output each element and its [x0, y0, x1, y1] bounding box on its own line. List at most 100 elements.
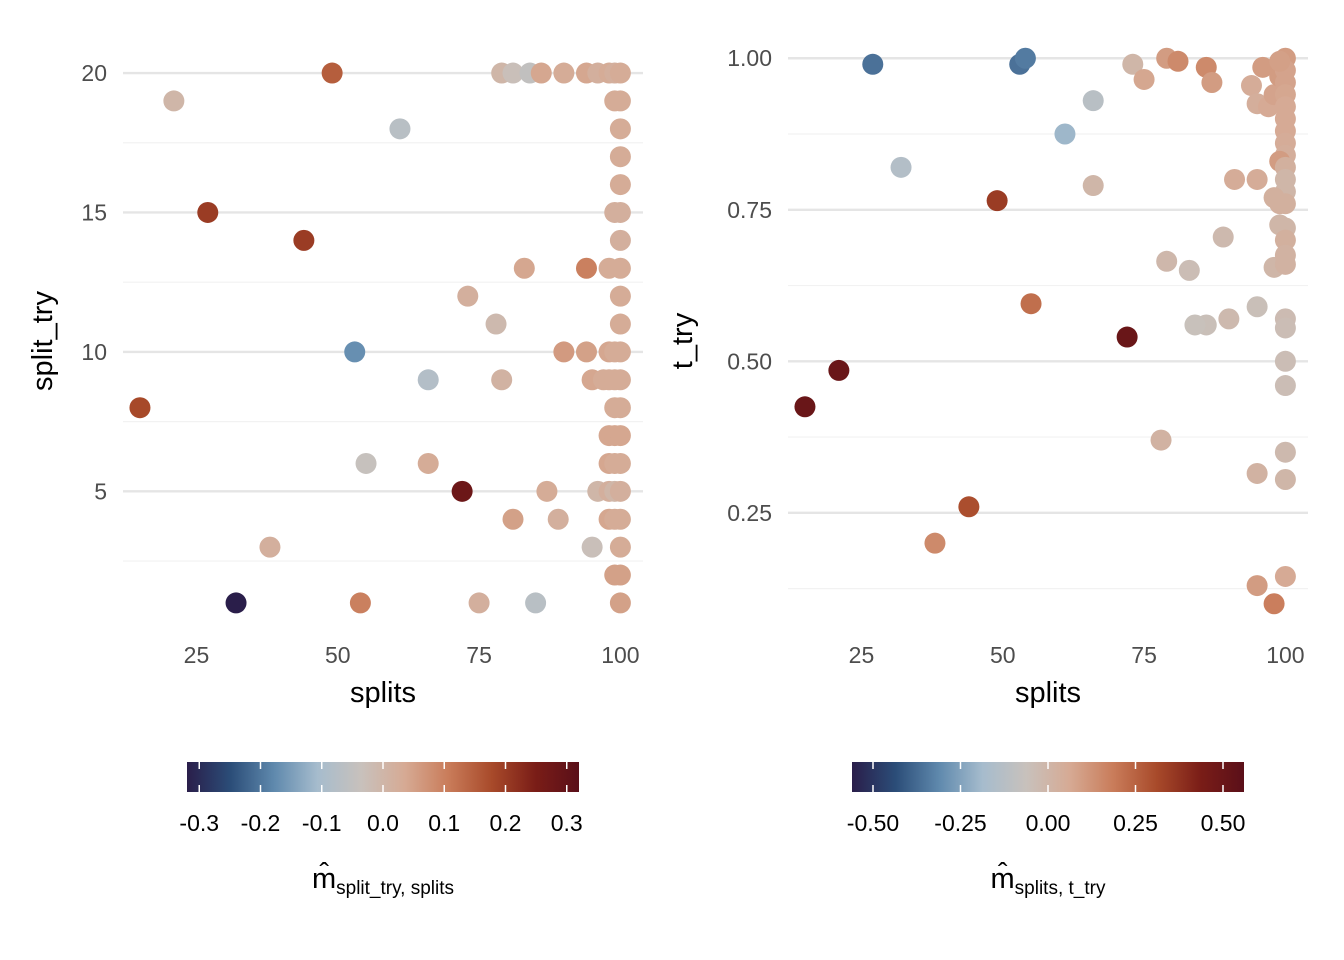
- data-point: [417, 369, 439, 391]
- colorbar-tick-label: 0.00: [1026, 810, 1071, 836]
- data-point: [1082, 90, 1104, 112]
- data-point: [530, 62, 552, 84]
- data-point: [986, 190, 1008, 212]
- data-point: [1014, 47, 1036, 69]
- data-point: [862, 53, 884, 75]
- data-point: [1263, 593, 1285, 615]
- data-point: [1184, 314, 1206, 336]
- data-point: [609, 536, 631, 558]
- data-point: [349, 592, 371, 614]
- x-axis-title: splits: [1015, 677, 1081, 709]
- data-point: [1116, 326, 1138, 348]
- y-tick-label: 5: [94, 478, 107, 504]
- data-point: [609, 480, 631, 502]
- data-point: [609, 257, 631, 279]
- panel-left: 5 10 15 20 25 50 75 100 splits split_try -0.3 -0.2-…: [27, 60, 643, 899]
- data-point: [451, 480, 473, 502]
- data-point: [1274, 375, 1296, 397]
- data-point: [536, 480, 558, 502]
- data-point: [1156, 250, 1178, 272]
- data-point: [129, 397, 151, 419]
- data-point: [1240, 75, 1262, 97]
- legend-title-main: m̂: [312, 862, 336, 895]
- x-tick-label: 100: [601, 642, 639, 668]
- data-point: [485, 313, 507, 335]
- legend-title: m̂splits, t_try: [991, 862, 1106, 899]
- data-point: [1246, 296, 1268, 318]
- x-axis-title: splits: [350, 677, 416, 709]
- data-point: [1150, 429, 1172, 451]
- data-point: [1167, 50, 1189, 72]
- data-point: [1020, 293, 1042, 315]
- data-point: [609, 425, 631, 447]
- legend-title: m̂split_try, splits: [312, 862, 454, 899]
- y-tick-label: 0.50: [727, 348, 772, 374]
- data-point: [609, 313, 631, 335]
- data-point: [502, 62, 524, 84]
- colorbar-tick-label: 0.2: [490, 810, 522, 836]
- data-point: [1082, 175, 1104, 197]
- data-point: [1274, 565, 1296, 587]
- colorbar-tick-label: 0.25: [1113, 810, 1158, 836]
- panel-right: 0.25 0.50 0.75 1.00 25 50 75 100 splits t_try -0.5…: [667, 45, 1308, 899]
- y-tick-label: 15: [81, 199, 107, 225]
- x-tick-label: 75: [1131, 642, 1157, 668]
- data-point: [225, 592, 247, 614]
- data-point: [609, 174, 631, 196]
- data-point: [468, 592, 490, 614]
- data-point: [553, 341, 575, 363]
- data-point: [259, 536, 281, 558]
- y-tick-label: 0.25: [727, 500, 772, 526]
- data-point: [389, 118, 411, 140]
- data-point: [1252, 56, 1274, 78]
- x-tick-label: 50: [325, 642, 351, 668]
- data-point: [609, 452, 631, 474]
- data-point: [355, 452, 377, 474]
- y-tick-label: 1.00: [727, 45, 772, 71]
- data-point: [1274, 441, 1296, 463]
- data-point: [609, 564, 631, 586]
- data-point: [553, 62, 575, 84]
- data-point: [1274, 350, 1296, 372]
- data-point: [609, 229, 631, 251]
- data-point: [1246, 168, 1268, 190]
- y-axis-title: t_try: [667, 312, 699, 369]
- data-point: [457, 285, 479, 307]
- data-point: [502, 508, 524, 530]
- colorbar-tick-label: 0.1: [428, 810, 460, 836]
- colorbar-tick-label: 0.3: [551, 810, 583, 836]
- data-point: [547, 508, 569, 530]
- data-point: [609, 341, 631, 363]
- data-point: [1274, 253, 1296, 275]
- data-point: [609, 369, 631, 391]
- colorbar-tick-label: -0.2: [241, 810, 281, 836]
- data-point: [609, 397, 631, 419]
- data-point: [1246, 575, 1268, 597]
- colorbar-tick-label: -0.3: [179, 810, 219, 836]
- x-tick-label: 25: [849, 642, 875, 668]
- colorbar-tick-label: -0.25: [934, 810, 986, 836]
- data-point: [1212, 226, 1234, 248]
- y-tick-label: 0.75: [727, 197, 772, 223]
- x-tick-label: 100: [1266, 642, 1304, 668]
- data-point: [609, 90, 631, 112]
- data-point: [609, 146, 631, 168]
- x-tick-label: 50: [990, 642, 1016, 668]
- colorbar-tick-label: 0.0: [367, 810, 399, 836]
- colorbar-tick-label: 0.50: [1201, 810, 1246, 836]
- data-point: [417, 452, 439, 474]
- data-point: [1133, 68, 1155, 90]
- data-point: [513, 257, 535, 279]
- data-point: [794, 396, 816, 418]
- legend-title-main: m̂: [991, 862, 1015, 895]
- data-point: [575, 257, 597, 279]
- colorbar-tick-label: -0.50: [847, 810, 899, 836]
- data-point: [1224, 168, 1246, 190]
- data-point: [197, 201, 219, 223]
- y-tick-label: 10: [81, 339, 107, 365]
- data-point: [163, 90, 185, 112]
- data-point: [609, 62, 631, 84]
- data-point: [1274, 229, 1296, 251]
